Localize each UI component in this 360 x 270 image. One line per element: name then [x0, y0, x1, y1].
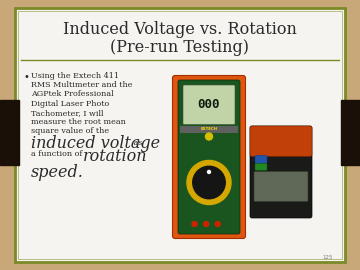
Text: 125: 125: [323, 255, 333, 260]
FancyBboxPatch shape: [183, 85, 235, 124]
Text: •: •: [24, 72, 30, 82]
Text: as: as: [131, 139, 142, 147]
Text: Digital Laser Photo: Digital Laser Photo: [31, 100, 109, 108]
Circle shape: [192, 221, 197, 227]
Bar: [0, 100, 19, 165]
Text: EXTECH: EXTECH: [201, 127, 217, 131]
FancyBboxPatch shape: [254, 171, 308, 202]
FancyBboxPatch shape: [255, 163, 267, 170]
FancyBboxPatch shape: [255, 156, 267, 163]
Text: induced voltage: induced voltage: [31, 135, 160, 152]
Text: measure the root mean: measure the root mean: [31, 118, 126, 126]
Text: Induced Voltage vs. Rotation: Induced Voltage vs. Rotation: [63, 22, 297, 39]
Text: (Pre-run Testing): (Pre-run Testing): [111, 39, 249, 56]
FancyBboxPatch shape: [178, 80, 240, 234]
FancyBboxPatch shape: [172, 76, 246, 238]
Bar: [341, 100, 360, 165]
Text: a function of: a function of: [31, 150, 85, 158]
Text: Tachometer, I will: Tachometer, I will: [31, 109, 104, 117]
Text: speed.: speed.: [31, 164, 84, 181]
Text: AGPtek Professional: AGPtek Professional: [31, 90, 114, 98]
Text: Using the Extech 411: Using the Extech 411: [31, 72, 119, 80]
Circle shape: [206, 133, 212, 140]
Circle shape: [193, 166, 225, 199]
FancyBboxPatch shape: [250, 126, 312, 156]
Text: square value of the: square value of the: [31, 127, 109, 135]
Circle shape: [204, 221, 208, 227]
Bar: [180, 126, 238, 133]
FancyBboxPatch shape: [250, 126, 312, 218]
Text: RMS Multimeter and the: RMS Multimeter and the: [31, 81, 132, 89]
Text: rotation: rotation: [83, 148, 148, 166]
Circle shape: [207, 170, 211, 173]
FancyBboxPatch shape: [15, 8, 345, 262]
Text: 000: 000: [198, 98, 220, 111]
Circle shape: [187, 160, 231, 205]
Circle shape: [215, 221, 220, 227]
